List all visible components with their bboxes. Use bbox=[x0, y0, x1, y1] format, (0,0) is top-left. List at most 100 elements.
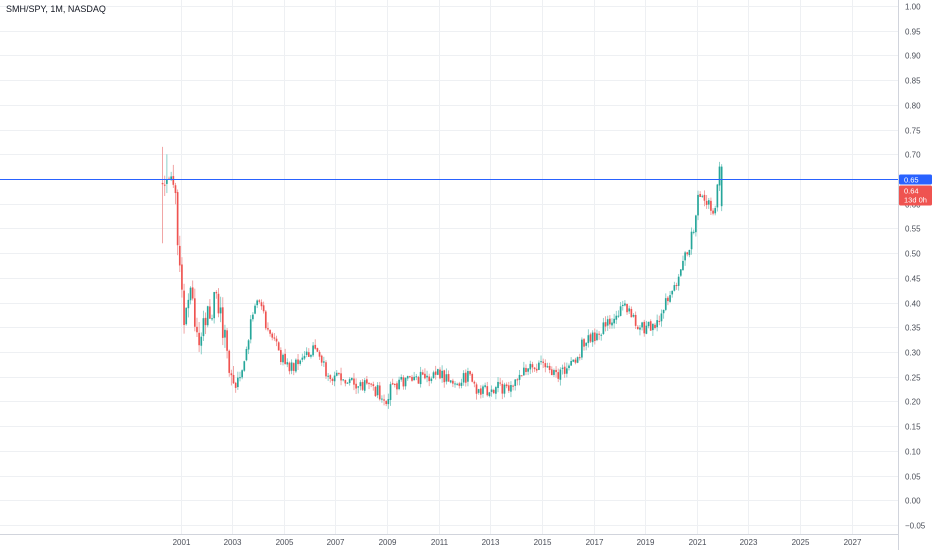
candle bbox=[589, 332, 592, 344]
candle-body bbox=[639, 327, 641, 330]
candle-body bbox=[563, 366, 566, 374]
candle bbox=[598, 331, 600, 340]
candle bbox=[432, 370, 435, 379]
candle-body bbox=[660, 313, 663, 322]
y-tick-label: 0.20 bbox=[905, 398, 921, 407]
candle bbox=[297, 354, 299, 370]
candle bbox=[305, 347, 308, 358]
candle bbox=[464, 369, 467, 387]
candle-body bbox=[170, 176, 173, 180]
candle bbox=[258, 299, 261, 304]
candle-body bbox=[516, 379, 519, 381]
candle bbox=[228, 349, 231, 377]
candle-body bbox=[604, 322, 607, 327]
candle-body bbox=[187, 299, 190, 309]
last-price-tag bbox=[899, 185, 932, 206]
candle-body bbox=[297, 359, 299, 365]
candle-body bbox=[269, 330, 271, 334]
candle-body bbox=[540, 361, 542, 363]
candle-body bbox=[161, 182, 164, 185]
candle bbox=[209, 299, 211, 319]
time-axis[interactable]: 2001 2003 2005 2007 2009 2011 2013 2015 2017 2019… bbox=[173, 538, 862, 547]
candle bbox=[499, 377, 502, 386]
candle bbox=[370, 382, 372, 388]
candle bbox=[639, 324, 641, 336]
candle bbox=[546, 362, 549, 368]
candle-body bbox=[671, 290, 674, 295]
candle bbox=[520, 375, 523, 377]
candle-body bbox=[445, 374, 448, 382]
x-tick-label: 2007 bbox=[327, 538, 345, 547]
candle-body bbox=[606, 319, 609, 326]
candle-body bbox=[602, 322, 605, 334]
candle-body bbox=[553, 370, 555, 375]
candle bbox=[239, 371, 241, 382]
candle bbox=[458, 381, 461, 389]
candle bbox=[357, 386, 360, 394]
y-tick-label: 0.40 bbox=[905, 300, 921, 309]
candle bbox=[482, 384, 484, 398]
candle bbox=[557, 368, 560, 383]
candle bbox=[548, 362, 551, 374]
candle-body bbox=[314, 344, 317, 349]
candle-body bbox=[381, 398, 383, 400]
candle bbox=[385, 400, 388, 407]
candle-body bbox=[333, 375, 336, 382]
candle-body bbox=[712, 210, 714, 214]
candle-body bbox=[546, 366, 549, 368]
candle-body bbox=[361, 382, 364, 390]
candle bbox=[600, 333, 603, 341]
candle-body bbox=[366, 379, 368, 384]
candle-body bbox=[181, 264, 183, 290]
candle-body bbox=[505, 384, 508, 387]
y-tick-label: −0.05 bbox=[905, 522, 926, 531]
candle bbox=[224, 324, 226, 348]
candle bbox=[196, 317, 198, 338]
candle-body bbox=[720, 166, 723, 207]
candle bbox=[686, 251, 689, 257]
candle bbox=[221, 297, 224, 346]
candle-body bbox=[574, 359, 577, 363]
candle-body bbox=[249, 319, 252, 340]
candle bbox=[578, 353, 581, 361]
candle bbox=[193, 288, 196, 332]
hline-price-label: 0.65 bbox=[904, 176, 919, 185]
candle bbox=[434, 365, 437, 380]
y-tick-label: 0.15 bbox=[905, 423, 921, 432]
candle bbox=[299, 359, 302, 366]
candle bbox=[602, 317, 605, 335]
candle bbox=[454, 381, 456, 388]
candle-body bbox=[316, 348, 319, 352]
candle bbox=[486, 381, 489, 397]
candle bbox=[634, 311, 637, 329]
candle-body bbox=[277, 342, 280, 351]
candle-body bbox=[254, 305, 256, 314]
candle-body bbox=[467, 371, 469, 382]
candle-body bbox=[378, 385, 381, 400]
candle bbox=[400, 374, 403, 382]
candle bbox=[280, 347, 282, 365]
candle bbox=[445, 368, 448, 385]
candle-body bbox=[522, 367, 525, 376]
candle bbox=[568, 363, 570, 371]
candle-body bbox=[611, 322, 613, 326]
candle bbox=[443, 369, 446, 388]
x-tick-label: 2027 bbox=[844, 538, 862, 547]
candle bbox=[413, 371, 416, 381]
candle bbox=[529, 360, 532, 374]
candle bbox=[460, 378, 463, 389]
y-tick-label: 0.10 bbox=[905, 448, 921, 457]
candle-body bbox=[518, 374, 521, 380]
candle-body bbox=[669, 295, 671, 302]
candle-body bbox=[338, 373, 340, 375]
candle-body bbox=[350, 377, 353, 380]
candle-body bbox=[215, 292, 218, 294]
candle-body bbox=[415, 376, 418, 378]
candle-body bbox=[243, 361, 246, 371]
candle-body bbox=[699, 193, 702, 197]
candle bbox=[572, 359, 575, 363]
candle-body bbox=[641, 322, 643, 328]
candle bbox=[290, 359, 293, 375]
candle-body bbox=[679, 269, 682, 276]
